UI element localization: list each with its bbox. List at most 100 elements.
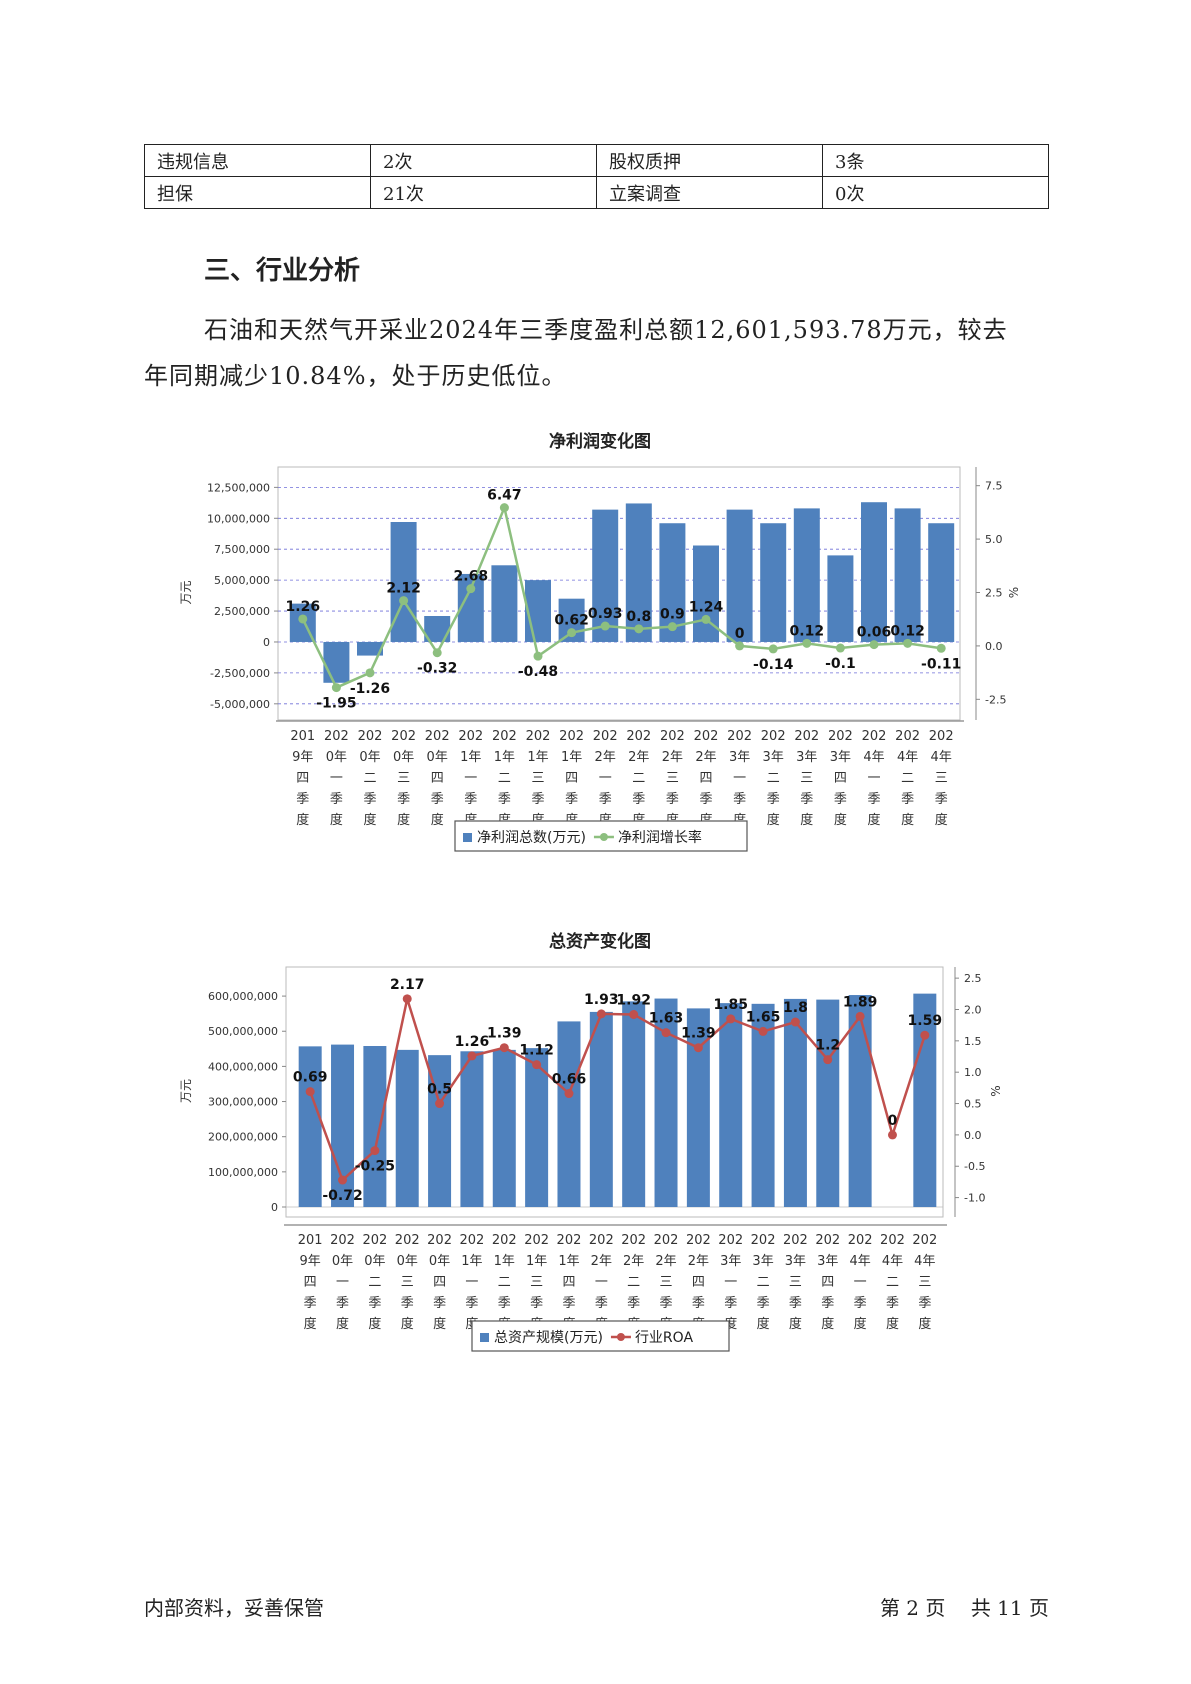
x-tick-label: 季 xyxy=(397,792,410,807)
x-tick-label: 四 xyxy=(431,771,444,786)
x-tick-label: 1年 xyxy=(461,1254,482,1269)
data-label: -0.72 xyxy=(322,1188,362,1204)
x-tick-label: 202 xyxy=(621,1233,646,1248)
x-tick-label: 三 xyxy=(660,1275,673,1290)
x-tick-label: 季 xyxy=(330,792,343,807)
y2-tick-label: 0.0 xyxy=(985,640,1003,653)
line-point xyxy=(835,643,845,653)
bar xyxy=(760,523,787,642)
bar xyxy=(395,1049,419,1207)
x-tick-label: 3年 xyxy=(817,1254,838,1269)
line-point xyxy=(661,1028,671,1038)
x-tick-label: 四 xyxy=(296,771,309,786)
x-tick-label: 2年 xyxy=(628,750,649,765)
bar xyxy=(719,1003,743,1207)
x-tick-label: 3年 xyxy=(830,750,851,765)
bar xyxy=(363,1046,387,1207)
data-label: -0.32 xyxy=(417,661,457,677)
legend-swatch-point xyxy=(599,833,608,841)
legend-label: 净利润总数(万元) xyxy=(477,830,586,846)
bar xyxy=(492,1049,516,1207)
line-point xyxy=(634,624,644,634)
paragraph-line-2: 年同期减少10.84%，处于历史低位。 xyxy=(144,362,567,390)
bar xyxy=(525,1048,549,1207)
bar xyxy=(816,999,840,1207)
x-tick-label: 202 xyxy=(427,1233,452,1248)
x-tick-label: 季 xyxy=(431,792,444,807)
x-tick-label: 4年 xyxy=(882,1254,903,1269)
x-tick-label: 一 xyxy=(595,1275,608,1290)
y-tick-label: 5,000,000 xyxy=(214,574,270,587)
x-tick-label: 4年 xyxy=(863,750,884,765)
data-label: 0.93 xyxy=(588,606,623,622)
data-label: 1.85 xyxy=(713,997,748,1013)
x-tick-label: 一 xyxy=(854,1275,867,1290)
x-tick-label: 季 xyxy=(918,1296,931,1311)
x-tick-label: 0年 xyxy=(397,1254,418,1269)
x-tick-label: 三 xyxy=(530,1275,543,1290)
data-label: 0 xyxy=(735,626,745,642)
x-tick-label: 0年 xyxy=(429,1254,450,1269)
x-tick-label: 季 xyxy=(660,1296,673,1311)
x-tick-label: 季 xyxy=(867,792,880,807)
x-tick-label: 季 xyxy=(464,792,477,807)
data-label: -1.26 xyxy=(350,681,390,697)
data-label: 1.8 xyxy=(783,1000,808,1016)
data-label: 0.62 xyxy=(554,613,589,629)
y-tick-label: 0 xyxy=(271,1201,278,1214)
data-label: -0.25 xyxy=(355,1159,395,1175)
line-point xyxy=(600,621,610,631)
x-tick-label: 二 xyxy=(632,771,645,786)
x-tick-label: 季 xyxy=(465,1296,478,1311)
bar xyxy=(589,1011,613,1207)
x-tick-label: 202 xyxy=(391,729,416,744)
x-tick-label: 9年 xyxy=(300,1254,321,1269)
bar xyxy=(913,993,937,1207)
data-label: 1.59 xyxy=(908,1013,943,1029)
x-tick-label: 4年 xyxy=(897,750,918,765)
x-tick-label: 度 xyxy=(789,1316,802,1332)
x-tick-label: 三 xyxy=(800,771,813,786)
x-tick-label: 3年 xyxy=(720,1254,741,1269)
line-point xyxy=(331,683,341,693)
data-label: 0.06 xyxy=(857,625,892,641)
legend-label: 行业ROA xyxy=(635,1330,694,1346)
legend-label: 净利润增长率 xyxy=(618,829,702,846)
line-point xyxy=(936,643,946,653)
x-tick-label: 季 xyxy=(565,792,578,807)
line-point xyxy=(370,1146,380,1156)
line-point xyxy=(499,503,509,513)
bar xyxy=(654,998,678,1207)
x-tick-label: 度 xyxy=(757,1316,770,1332)
x-tick-label: 度 xyxy=(401,1316,414,1332)
x-tick-label: 一 xyxy=(464,771,477,786)
footer-confidential-note: 内部资料，妥善保管 xyxy=(144,1596,324,1620)
bar xyxy=(894,508,921,642)
bar xyxy=(793,508,820,642)
x-tick-label: 3年 xyxy=(763,750,784,765)
x-tick-label: 度 xyxy=(834,812,847,828)
x-tick-label: 四 xyxy=(692,1275,705,1290)
table-cell: 0次 xyxy=(822,176,1049,209)
x-tick-label: 4年 xyxy=(931,750,952,765)
data-label: -0.1 xyxy=(825,656,856,672)
data-label: 0.69 xyxy=(293,1070,328,1086)
x-tick-label: 季 xyxy=(757,1296,770,1311)
bar xyxy=(928,523,955,642)
x-tick-label: 202 xyxy=(751,1233,776,1248)
line-point xyxy=(701,614,711,624)
x-tick-label: 季 xyxy=(530,1296,543,1311)
line-point xyxy=(920,1030,930,1040)
line-point xyxy=(855,1011,865,1021)
x-tick-label: 二 xyxy=(498,771,511,786)
x-tick-label: 202 xyxy=(589,1233,614,1248)
x-tick-label: 202 xyxy=(654,1233,679,1248)
total-assets-chart: 总资产变化图 0 100,000,000 200,000,000 300,000,000… xyxy=(179,931,1003,1352)
chart-title: 净利润变化图 xyxy=(549,431,651,452)
x-tick-label: 202 xyxy=(559,729,584,744)
line-point xyxy=(596,1009,606,1019)
table-row: 违规信息 2次 股权质押 3条 xyxy=(144,144,1049,177)
data-label: -1.95 xyxy=(316,696,356,712)
x-tick-label: 二 xyxy=(757,1275,770,1290)
y2-tick-label: 1.0 xyxy=(964,1066,982,1079)
